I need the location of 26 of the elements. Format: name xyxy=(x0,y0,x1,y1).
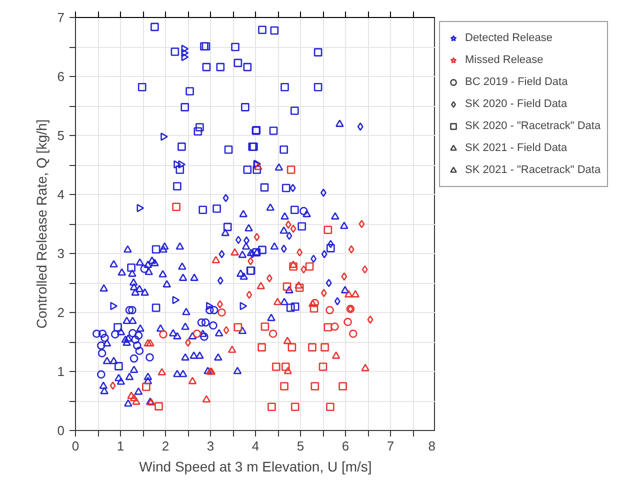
x-tick-label: 3 xyxy=(206,438,214,454)
legend-label: BC 2019 - Field Data xyxy=(465,75,568,90)
y-tick-label: 2 xyxy=(57,305,65,320)
x-tick-label: 0 xyxy=(72,438,80,454)
x-tick-label: 8 xyxy=(428,438,436,454)
y-tick-label: 3 xyxy=(57,246,65,261)
legend-label: Missed Release xyxy=(465,53,544,68)
x-tick-label: 1 xyxy=(116,438,124,454)
x-tick-label: 7 xyxy=(386,438,394,454)
legend-label: SK 2021 - Field Data xyxy=(465,141,568,156)
legend-label: Detected Release xyxy=(465,31,552,46)
x-tick-label: 6 xyxy=(342,438,350,454)
y-tick-label: 5 xyxy=(57,128,65,143)
legend-label: SK 2020 - "Racetrack" Data xyxy=(465,119,601,134)
legend-label: SK 2020 - Field Data xyxy=(465,97,568,112)
y-axis-title: Controlled Release Rate, Q [kg/h] xyxy=(33,119,50,329)
x-tick-label: 5 xyxy=(296,438,304,454)
y-tick-label: 7 xyxy=(57,10,65,25)
x-tick-label: 4 xyxy=(252,438,260,454)
x-tick-label: 2 xyxy=(162,438,170,454)
y-tick-label: 6 xyxy=(57,69,65,84)
y-tick-label: 4 xyxy=(57,187,65,202)
legend-label: SK 2021 - "Racetrack" Data xyxy=(465,163,601,178)
y-tick-label: 0 xyxy=(57,423,65,438)
y-tick-label: 1 xyxy=(57,364,65,379)
x-axis-title: Wind Speed at 3 m Elevation, U [m/s] xyxy=(139,458,372,474)
